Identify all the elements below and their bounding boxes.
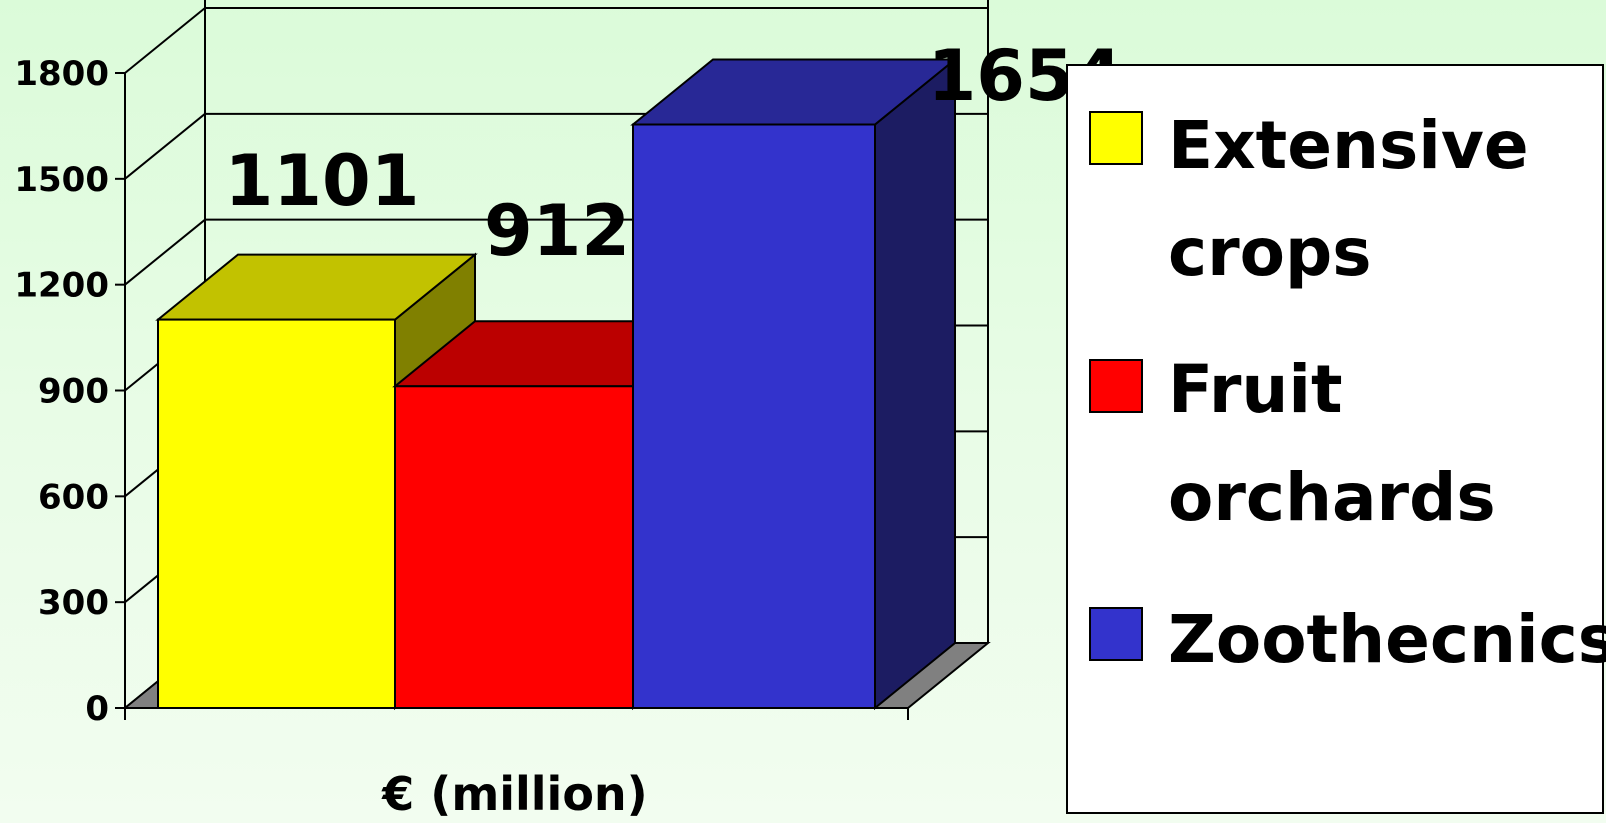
gridline-side-1500 (124, 113, 206, 180)
data-label-2: 912 (484, 190, 630, 272)
y-tick-label: 600 (38, 477, 109, 517)
y-axis: 0 300 600 900 1200 1500 1800 (14, 54, 909, 729)
y-tick-label: 1800 (14, 54, 109, 94)
legend-label-1: Extensive (1168, 107, 1529, 184)
gridline-side-1200 (124, 218, 206, 286)
y-tick-label: 900 (38, 372, 109, 412)
legend-label-2: orchards (1168, 459, 1496, 536)
y-tick-label: 300 (38, 583, 109, 623)
x-axis-label: € (million) (381, 767, 647, 821)
data-label-1: 1101 (225, 140, 420, 222)
y-tick-label: 1500 (14, 160, 109, 200)
chart-bars (155, 57, 958, 711)
y-tick-label: 0 (85, 689, 109, 729)
bar-side-3 (874, 57, 956, 711)
legend-swatch-2 (1089, 359, 1143, 413)
legend-label-2: Fruit (1168, 351, 1343, 428)
legend: Extensive crops Fruit orchards Zoothecnics (1066, 64, 1606, 814)
bar-1 (157, 318, 396, 709)
legend-swatch-3 (1089, 607, 1143, 661)
gridline-side-1800 (124, 7, 206, 74)
y-tick-label: 1200 (14, 266, 109, 306)
legend-box (1066, 64, 1604, 814)
bar-2 (394, 385, 634, 709)
legend-label-3: Zoothecnics (1168, 601, 1606, 678)
bar-3 (632, 123, 876, 709)
legend-label-1: crops (1168, 214, 1372, 291)
legend-swatch-1 (1089, 111, 1143, 165)
